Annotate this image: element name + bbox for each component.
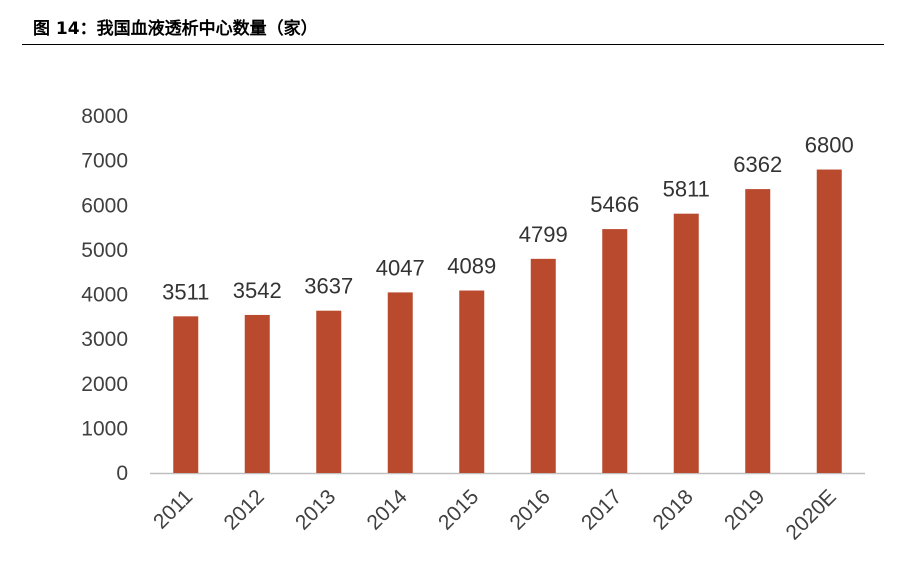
- bar-2011: [173, 316, 199, 473]
- x-tick-label: 2019: [720, 485, 769, 534]
- x-axis-ticks: 2011 2012 2013 2014 2015 2016 2017 2018 2019 2020…: [149, 485, 841, 544]
- y-tick-label: 1000: [81, 417, 128, 440]
- x-tick-label: 2013: [291, 485, 340, 534]
- y-tick-label: 2000: [81, 373, 128, 396]
- x-tick-label: 2011: [149, 485, 197, 533]
- x-tick-label: 2020E: [782, 485, 841, 544]
- caption-divider: [22, 44, 884, 45]
- x-tick-label: 2016: [505, 485, 554, 534]
- value-label: 4089: [447, 254, 496, 279]
- bars: [173, 169, 842, 474]
- value-label: 6362: [733, 152, 782, 177]
- bar-2017: [602, 229, 628, 473]
- bar-2019: [745, 189, 771, 473]
- bar-2012: [244, 314, 270, 473]
- y-axis-ticks: 0 1000 2000 3000 4000 5000 6000 7000 8000: [81, 105, 128, 485]
- value-label: 6800: [805, 133, 854, 158]
- value-label: 5466: [590, 192, 639, 217]
- y-tick-label: 5000: [81, 239, 128, 262]
- bar-2013: [316, 310, 342, 473]
- y-tick-label: 8000: [81, 105, 128, 128]
- y-tick-label: 6000: [81, 194, 128, 217]
- x-tick-label: 2017: [577, 485, 626, 534]
- y-tick-label: 0: [116, 462, 128, 485]
- figure-caption: 图 14：我国血液透析中心数量（家）: [33, 19, 318, 39]
- value-label: 4047: [376, 255, 425, 280]
- x-tick-label: 2015: [434, 485, 483, 534]
- bar-2020E: [816, 169, 842, 474]
- x-tick-label: 2012: [219, 485, 268, 534]
- bar-2015: [459, 290, 485, 473]
- value-label: 3542: [233, 278, 282, 303]
- y-tick-label: 7000: [81, 150, 128, 173]
- y-tick-label: 4000: [81, 284, 128, 307]
- y-tick-label: 3000: [81, 328, 128, 351]
- x-tick-label: 2018: [648, 485, 697, 534]
- value-label: 5811: [663, 177, 710, 202]
- value-label: 3511: [162, 279, 209, 304]
- bar-2014: [387, 292, 413, 473]
- bar-2018: [673, 213, 699, 473]
- data-labels: 3511 3542 3637 4047 4089 4799 5466 5811 6362 6800: [162, 133, 854, 305]
- bar-2016: [530, 258, 556, 473]
- x-tick-label: 2014: [362, 485, 412, 535]
- value-label: 3637: [304, 274, 353, 299]
- value-label: 4799: [519, 222, 568, 247]
